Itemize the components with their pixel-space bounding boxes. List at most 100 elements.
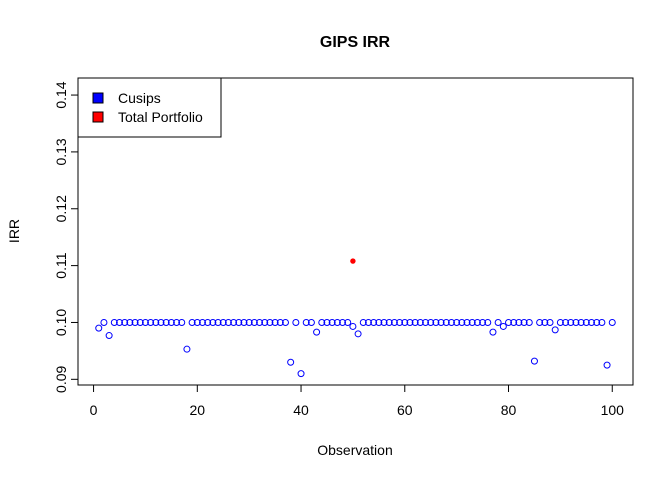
cusips-point — [530, 357, 538, 365]
y-axis-label: IRR — [6, 219, 22, 243]
cusips-point — [510, 318, 518, 326]
cusips-point — [115, 318, 123, 326]
x-tick-label: 80 — [501, 402, 517, 418]
cusips-point — [318, 318, 326, 326]
cusips-point — [411, 318, 419, 326]
legend-swatch — [92, 92, 104, 104]
cusips-point — [520, 318, 528, 326]
cusips-point — [131, 318, 139, 326]
cusips-point — [198, 318, 206, 326]
cusips-point — [582, 318, 590, 326]
cusips-point — [214, 318, 222, 326]
y-tick-label: 0.12 — [53, 195, 69, 222]
cusips-point — [375, 318, 383, 326]
cusips-point — [505, 318, 513, 326]
cusips-point — [406, 318, 414, 326]
cusips-point — [313, 328, 321, 336]
cusips-point — [588, 318, 596, 326]
cusips-point — [422, 318, 430, 326]
cusips-point — [224, 318, 232, 326]
cusips-point — [556, 318, 564, 326]
cusips-point — [266, 318, 274, 326]
cusips-point — [572, 318, 580, 326]
cusips-point — [494, 318, 502, 326]
cusips-point — [276, 318, 284, 326]
x-axis: 0 20 40 60 80 100 — [90, 384, 625, 418]
cusips-point — [468, 318, 476, 326]
cusips-point — [401, 318, 409, 326]
cusips-point — [183, 345, 191, 353]
cusips-point — [193, 318, 201, 326]
cusips-point — [349, 322, 357, 330]
cusips-point — [551, 326, 559, 334]
cusips-point — [209, 318, 217, 326]
x-tick-label: 100 — [601, 402, 625, 418]
legend-box — [77, 77, 222, 138]
total-portfolio-point — [350, 258, 356, 264]
x-tick-label: 40 — [293, 402, 309, 418]
cusips-point — [359, 318, 367, 326]
cusips-point — [204, 318, 212, 326]
cusips-point — [162, 318, 170, 326]
cusips-point — [105, 332, 113, 340]
cusips-point — [385, 318, 393, 326]
cusips-point — [188, 318, 196, 326]
y-tick-label: 0.11 — [53, 252, 69, 278]
cusips-point — [432, 318, 440, 326]
cusips-point — [230, 318, 238, 326]
data-points — [95, 258, 616, 378]
cusips-point — [328, 318, 336, 326]
x-tick-label: 20 — [190, 402, 206, 418]
cusips-point — [525, 318, 533, 326]
cusips-point — [536, 318, 544, 326]
cusips-point — [608, 318, 616, 326]
cusips-point — [256, 318, 264, 326]
cusips-point — [479, 318, 487, 326]
cusips-point — [235, 318, 243, 326]
y-tick-label: 0.10 — [53, 309, 69, 336]
cusips-point — [219, 318, 227, 326]
cusips-point — [546, 318, 554, 326]
cusips-point — [447, 318, 455, 326]
cusips-point — [110, 318, 118, 326]
cusips-point — [344, 318, 352, 326]
cusips-point — [136, 318, 144, 326]
cusips-point — [297, 370, 305, 378]
y-tick-label: 0.13 — [53, 138, 69, 165]
legend-swatch — [92, 111, 104, 123]
y-tick-label: 0.14 — [53, 81, 69, 108]
cusips-point — [339, 318, 347, 326]
cusips-point — [437, 318, 445, 326]
cusips-point — [323, 318, 331, 326]
cusips-point — [370, 318, 378, 326]
cusips-point — [126, 318, 134, 326]
cusips-point — [541, 318, 549, 326]
cusips-point — [271, 318, 279, 326]
cusips-point — [354, 330, 362, 338]
cusips-point — [152, 318, 160, 326]
cusips-point — [95, 324, 103, 332]
y-axis: 0.09 0.10 0.11 0.12 0.13 0.14 — [53, 81, 79, 393]
cusips-point — [458, 318, 466, 326]
x-axis-label: Observation — [317, 442, 392, 458]
cusips-point — [593, 318, 601, 326]
cusips-point — [442, 318, 450, 326]
x-tick-label: 0 — [90, 402, 98, 418]
chart-title: GIPS IRR — [320, 34, 391, 51]
cusips-point — [463, 318, 471, 326]
cusips-point — [307, 318, 315, 326]
cusips-point — [100, 318, 108, 326]
cusips-point — [333, 318, 341, 326]
cusips-point — [147, 318, 155, 326]
cusips-point — [396, 318, 404, 326]
cusips-point — [598, 318, 606, 326]
cusips-point — [567, 318, 575, 326]
cusips-point — [453, 318, 461, 326]
cusips-point — [484, 318, 492, 326]
cusips-point — [167, 318, 175, 326]
cusips-point — [245, 318, 253, 326]
cusips-point — [287, 358, 295, 366]
cusips-point — [121, 318, 129, 326]
cusips-point — [261, 318, 269, 326]
